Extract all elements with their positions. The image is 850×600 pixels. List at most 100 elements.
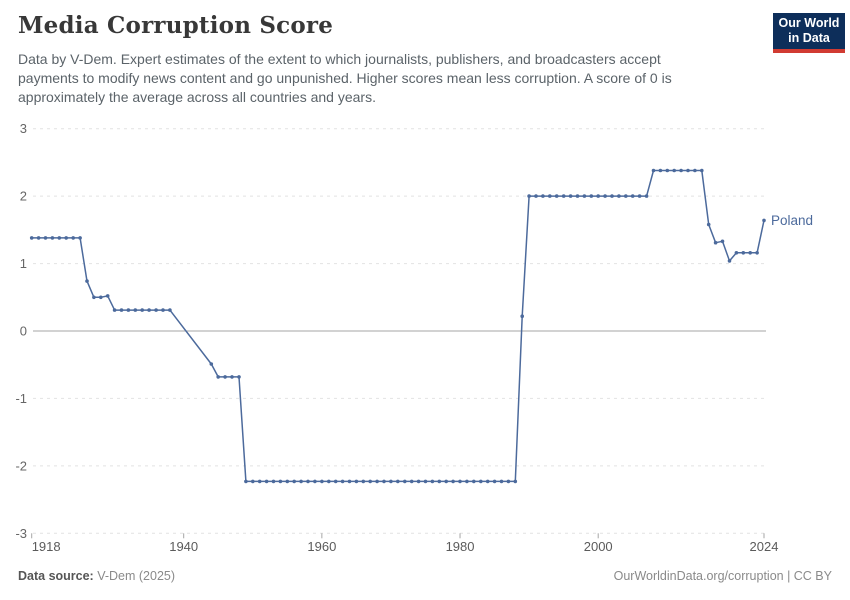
data-point xyxy=(105,294,110,298)
data-point xyxy=(748,251,752,255)
data-point xyxy=(713,240,718,245)
data-point xyxy=(651,168,656,173)
data-point xyxy=(520,314,524,319)
y-axis-label-1: 1 xyxy=(20,256,27,271)
data-point xyxy=(271,479,276,484)
data-point xyxy=(36,236,41,240)
data-point xyxy=(624,194,628,198)
data-point xyxy=(416,479,421,484)
data-point xyxy=(251,479,255,484)
data-point xyxy=(603,194,607,198)
y-axis-label--1: -1 xyxy=(15,391,27,406)
data-point xyxy=(541,194,545,198)
data-point xyxy=(706,222,711,227)
data-point xyxy=(327,479,331,484)
data-point xyxy=(333,479,338,484)
data-point xyxy=(64,236,68,240)
data-point xyxy=(347,479,352,484)
data-point xyxy=(700,168,704,173)
data-point xyxy=(50,236,55,240)
data-point xyxy=(527,194,531,198)
data-point xyxy=(741,251,746,255)
data-point xyxy=(672,168,676,173)
data-source-label: Data source: xyxy=(18,569,94,583)
data-point xyxy=(451,479,455,484)
data-point xyxy=(361,479,366,484)
data-source: Data source: V-Dem (2025) xyxy=(18,569,175,583)
data-point xyxy=(430,479,435,484)
data-point xyxy=(112,308,117,312)
data-point xyxy=(575,194,580,198)
x-axis-label-1960: 1960 xyxy=(307,539,336,554)
data-point xyxy=(630,194,635,198)
data-point xyxy=(306,479,310,484)
data-point xyxy=(637,194,642,198)
data-point xyxy=(693,168,697,173)
data-point xyxy=(561,194,566,198)
credit-link[interactable]: OurWorldinData.org/corruption | CC BY xyxy=(613,569,832,583)
data-point xyxy=(548,194,552,198)
x-axis-label-1918: 1918 xyxy=(32,539,61,554)
y-axis-label--2: -2 xyxy=(15,458,27,473)
data-point xyxy=(375,479,379,484)
data-point xyxy=(610,194,614,198)
data-point xyxy=(513,479,518,484)
data-point xyxy=(403,479,407,484)
data-point xyxy=(506,479,511,484)
data-point xyxy=(444,479,449,484)
x-axis-label-1940: 1940 xyxy=(169,539,198,554)
data-point xyxy=(755,251,759,255)
data-point xyxy=(354,479,359,484)
data-point xyxy=(534,194,538,198)
series-label-poland: Poland xyxy=(771,213,813,228)
data-point xyxy=(299,479,303,484)
data-point xyxy=(230,375,234,379)
data-point xyxy=(762,218,766,223)
data-point xyxy=(686,168,690,173)
data-point xyxy=(92,295,96,300)
logo-line1: Our World xyxy=(778,16,840,30)
y-axis-label-2: 2 xyxy=(20,189,27,204)
data-point xyxy=(658,168,663,173)
logo-line2: in Data xyxy=(788,31,830,45)
data-point xyxy=(617,194,621,198)
data-point xyxy=(71,236,75,240)
data-point xyxy=(147,308,151,312)
data-point xyxy=(216,375,220,379)
data-point xyxy=(85,279,89,283)
y-axis-label-3: 3 xyxy=(20,121,27,136)
data-point xyxy=(133,308,138,312)
x-axis-label-2024: 2024 xyxy=(750,539,779,554)
data-point xyxy=(734,251,739,255)
data-point xyxy=(278,479,283,484)
data-point xyxy=(582,194,587,198)
data-point xyxy=(57,236,62,240)
data-point xyxy=(78,236,82,240)
page-title: Media Corruption Score xyxy=(18,12,334,39)
data-point xyxy=(154,308,158,312)
data-point xyxy=(119,308,124,312)
data-point xyxy=(43,236,48,240)
data-point xyxy=(727,259,732,263)
data-point xyxy=(568,194,573,198)
data-point xyxy=(554,194,559,198)
data-point xyxy=(720,239,725,244)
data-point xyxy=(465,479,469,484)
x-axis-label-1980: 1980 xyxy=(446,539,475,554)
y-axis-label--3: -3 xyxy=(15,526,27,541)
data-point xyxy=(396,479,400,484)
data-point xyxy=(237,375,241,379)
data-point xyxy=(313,479,317,484)
x-axis-label-2000: 2000 xyxy=(584,539,613,554)
data-point xyxy=(161,308,165,312)
data-point xyxy=(665,168,670,173)
data-point xyxy=(168,308,172,312)
data-point xyxy=(264,479,269,484)
data-point xyxy=(244,479,248,484)
data-point xyxy=(492,479,497,484)
owid-logo[interactable]: Our World in Data xyxy=(773,13,845,53)
data-point xyxy=(209,362,214,366)
data-point xyxy=(437,479,442,484)
